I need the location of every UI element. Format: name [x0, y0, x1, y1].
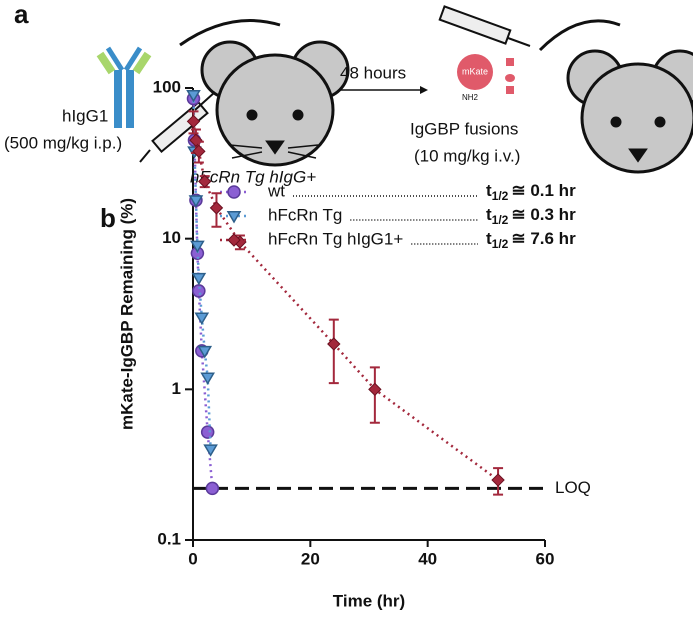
peptide-icon [506, 58, 514, 66]
legend-marker [227, 185, 241, 199]
y-axis-label: mKate-IgGBP Remaining (%) [117, 198, 136, 430]
dose-label: (500 mg/kg i.p.) [4, 133, 122, 152]
y-tick-label: 10 [162, 228, 181, 247]
marker [191, 272, 207, 286]
marker [190, 240, 205, 254]
legend-marker [227, 233, 241, 247]
x-tick-label: 40 [418, 549, 437, 568]
marker [209, 201, 224, 215]
panel-letter: a [14, 0, 29, 29]
half-life-sub: 1/2 [492, 189, 509, 203]
half-life-value: ≅ 0.1 hr [511, 181, 576, 200]
legend-label: hFcRn Tg hIgG1+ [268, 229, 403, 248]
half-life: t1/2 ≅ 0.3 hr [486, 205, 576, 227]
marker [188, 195, 204, 208]
legend-label: hFcRn Tg [268, 205, 342, 224]
legend-marker [226, 211, 242, 224]
marker [203, 444, 218, 457]
half-life: t1/2 ≅ 7.6 hr [486, 229, 576, 251]
half-life-sub: 1/2 [492, 237, 509, 251]
half-life-symbol: t [486, 181, 492, 200]
marker [186, 89, 201, 103]
protein-label: mKate [462, 66, 488, 76]
marker [327, 337, 341, 351]
x-tick-label: 60 [536, 549, 555, 568]
marker [491, 473, 505, 487]
marker [200, 425, 215, 439]
x-axis-label: Time (hr) [333, 591, 405, 610]
panel-letter: b [100, 203, 116, 233]
half-life-sub: 1/2 [492, 213, 509, 227]
y-tick-label: 100 [153, 77, 181, 96]
marker [197, 345, 213, 359]
fit-line [192, 94, 212, 450]
mouse-icon [179, 19, 350, 167]
half-life-symbol: t [486, 229, 492, 248]
marker [192, 144, 206, 159]
dose-label: (10 mg/kg i.v.) [414, 146, 520, 165]
antibody-label: hIgG1 [62, 106, 108, 125]
half-life: t1/2 ≅ 0.1 hr [486, 181, 576, 203]
marker [198, 174, 212, 189]
marker [205, 481, 220, 496]
marker [192, 284, 206, 298]
loq-label: LOQ [555, 478, 591, 497]
arrow-head [420, 86, 428, 94]
peptide-icon [505, 74, 515, 82]
marker [200, 372, 215, 385]
mouse-icon [538, 19, 693, 174]
y-tick-label: 1 [172, 379, 181, 398]
marker [194, 312, 210, 325]
x-tick-label: 0 [188, 549, 197, 568]
fusion-label: IgGBP fusions [410, 119, 518, 138]
peptide-icon [506, 86, 514, 94]
syringe-icon [438, 5, 531, 47]
half-life-value: ≅ 0.3 hr [511, 205, 576, 224]
half-life-symbol: t [486, 205, 492, 224]
marker [368, 382, 382, 397]
half-life-value: ≅ 7.6 hr [511, 229, 576, 248]
interval-label: 48 hours [340, 63, 406, 82]
terminus-label: NH2 [462, 93, 479, 102]
error-bar [328, 318, 339, 385]
legend-label: wt [267, 181, 285, 200]
protein-icon [457, 54, 493, 90]
x-tick-label: 20 [301, 549, 320, 568]
antibody-icon [96, 46, 152, 128]
mouse-label: hFcRn Tg hIgG+ [190, 167, 316, 186]
marker [186, 114, 201, 129]
y-tick-label: 0.1 [157, 529, 181, 548]
